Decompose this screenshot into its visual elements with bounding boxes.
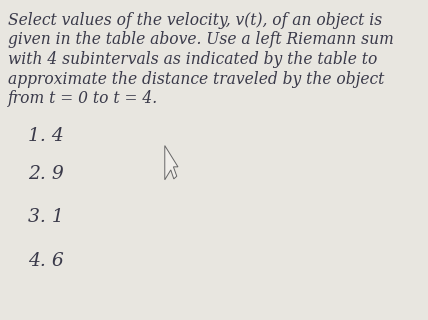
Text: with 4 subintervals as indicated by the table to: with 4 subintervals as indicated by the … — [8, 51, 377, 68]
Text: from t = 0 to t = 4.: from t = 0 to t = 4. — [8, 90, 158, 107]
Text: Select values of the velocity, v(t), of an object is: Select values of the velocity, v(t), of … — [8, 12, 382, 29]
Text: 3. 1: 3. 1 — [28, 208, 64, 226]
Text: 2. 9: 2. 9 — [28, 165, 64, 183]
Text: 4. 6: 4. 6 — [28, 252, 64, 270]
Text: 1. 4: 1. 4 — [28, 127, 64, 145]
Text: approximate the distance traveled by the object: approximate the distance traveled by the… — [8, 70, 384, 87]
Polygon shape — [165, 146, 178, 180]
Text: given in the table above. Use a left Riemann sum: given in the table above. Use a left Rie… — [8, 31, 394, 49]
